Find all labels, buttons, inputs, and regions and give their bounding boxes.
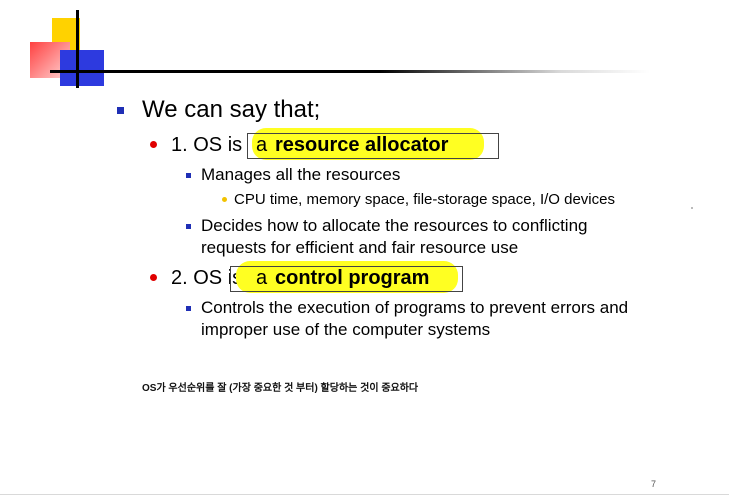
bullet-square-icon (186, 306, 191, 311)
bottom-divider (0, 494, 729, 495)
point2-article: a (256, 267, 268, 289)
korean-note: OS가 우선순위를 잘 (가장 중요한 것 부터) 할당하는 것이 중요하다 (142, 383, 419, 394)
point1-subsubitem: CPU time, memory space, file-storage spa… (234, 191, 615, 208)
bullet-square-icon (186, 224, 191, 229)
stray-mark (691, 207, 693, 209)
bullet-dot-icon (150, 274, 157, 281)
page-number: 7 (651, 479, 657, 489)
decor-horizontal-line (50, 70, 650, 73)
bullet-square-icon (117, 107, 124, 114)
point2-subitem: Controls the execution of programs to pr… (201, 298, 629, 317)
point1-prefix: 1. OS is (171, 134, 243, 156)
point1-subitem-continuation: requests for efficient and fair resource… (201, 238, 519, 257)
point1-subitem: Decides how to allocate the resources to… (201, 216, 588, 235)
point2-keyword: control program (275, 267, 430, 289)
point1-highlight-box (247, 133, 499, 159)
slide-heading: We can say that; (142, 96, 321, 123)
bullet-dot-icon (150, 141, 157, 148)
point2-subitem-continuation: improper use of the computer systems (201, 320, 491, 339)
point1-keyword: resource allocator (275, 134, 449, 156)
bullet-square-icon (186, 173, 191, 178)
point1-subitem: Manages all the resources (201, 165, 401, 184)
point2-highlight-box (230, 266, 463, 292)
decor-blue-square (60, 50, 104, 86)
point1-article: a (256, 134, 268, 156)
decor-vertical-line (76, 10, 79, 88)
bullet-dot-icon (222, 197, 227, 202)
point2-prefix: 2. OS is (171, 267, 243, 289)
